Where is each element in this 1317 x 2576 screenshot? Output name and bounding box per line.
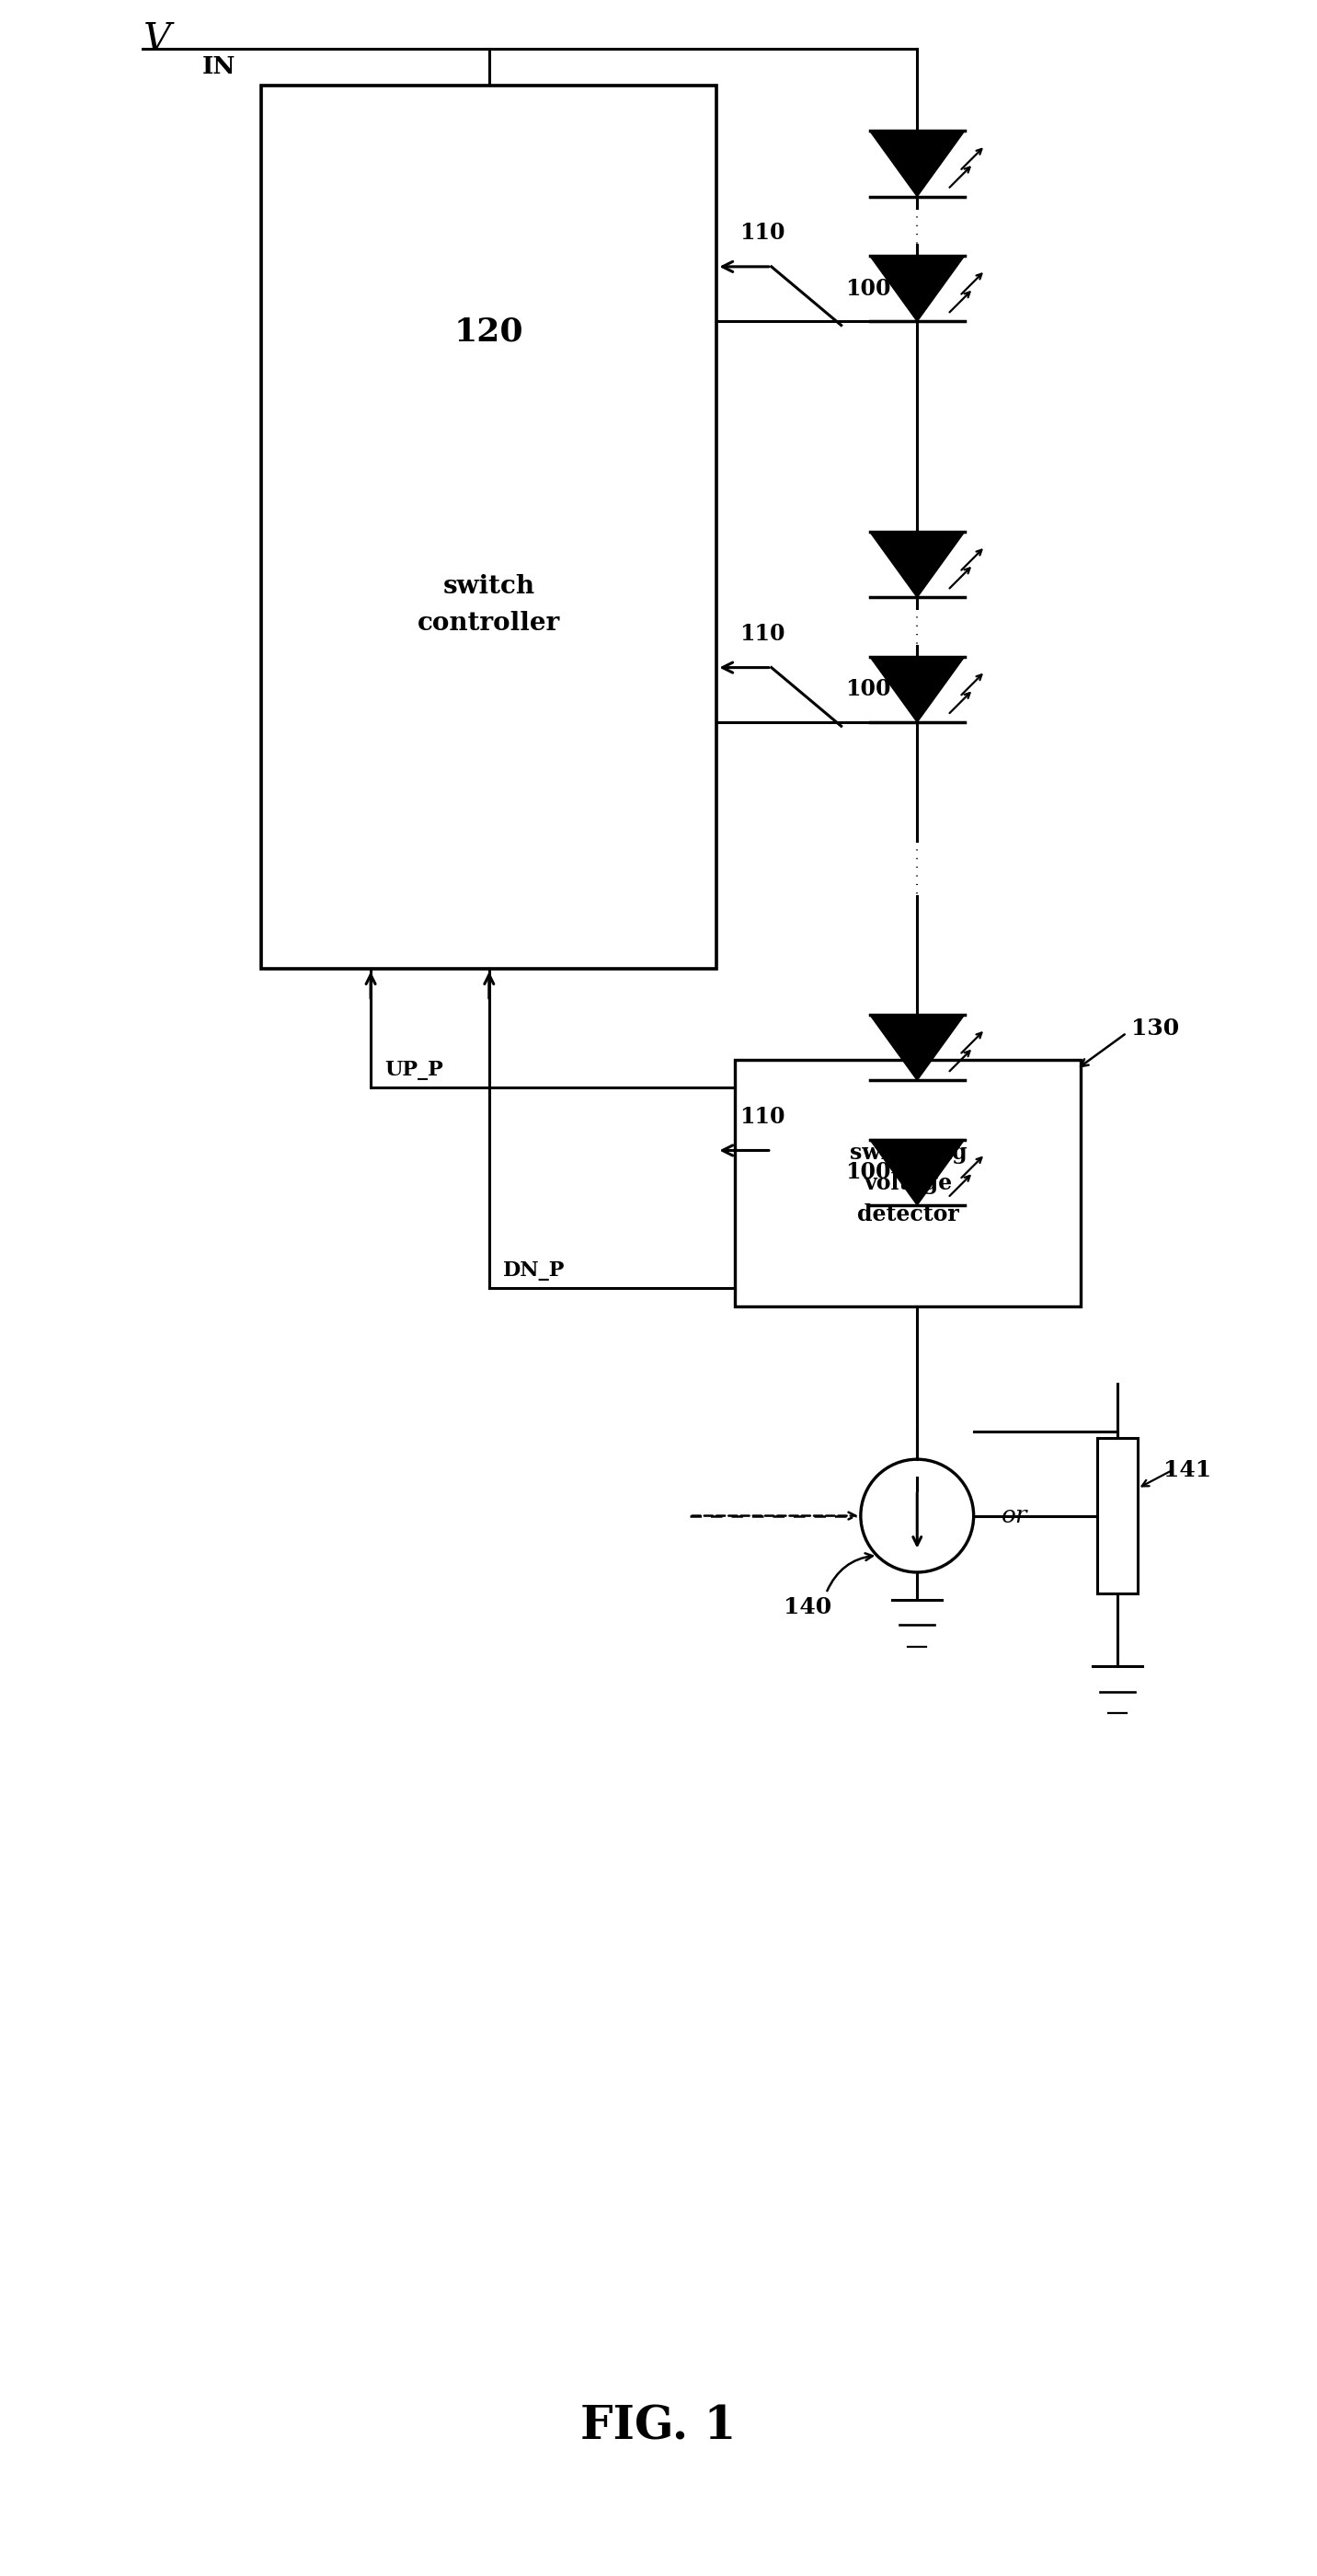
Text: 141: 141 <box>1163 1458 1212 1481</box>
Text: 110: 110 <box>740 623 785 644</box>
Text: UP_P: UP_P <box>385 1061 443 1079</box>
Text: 130: 130 <box>1131 1018 1179 1038</box>
Text: 110: 110 <box>740 1105 785 1128</box>
Text: 120: 120 <box>454 317 524 348</box>
Text: 100: 100 <box>846 1162 892 1182</box>
Polygon shape <box>869 255 964 322</box>
Bar <box>735 1061 1081 1306</box>
Polygon shape <box>869 1139 964 1206</box>
Bar <box>1097 1437 1138 1592</box>
Text: IN: IN <box>203 57 236 80</box>
Polygon shape <box>869 657 964 721</box>
Text: DN_P: DN_P <box>503 1260 565 1280</box>
Polygon shape <box>869 1015 964 1079</box>
Polygon shape <box>869 531 964 598</box>
Text: V: V <box>144 21 171 59</box>
Polygon shape <box>869 131 964 196</box>
Text: or: or <box>1001 1504 1027 1528</box>
Text: switching
voltage
detector: switching voltage detector <box>849 1141 967 1226</box>
Text: switch
controller: switch controller <box>417 574 561 636</box>
Text: 110: 110 <box>740 222 785 245</box>
Text: FIG. 1: FIG. 1 <box>581 2403 736 2450</box>
Bar <box>261 85 716 969</box>
Text: 100: 100 <box>846 677 892 701</box>
Text: 140: 140 <box>784 1597 832 1618</box>
Text: 100: 100 <box>846 278 892 299</box>
